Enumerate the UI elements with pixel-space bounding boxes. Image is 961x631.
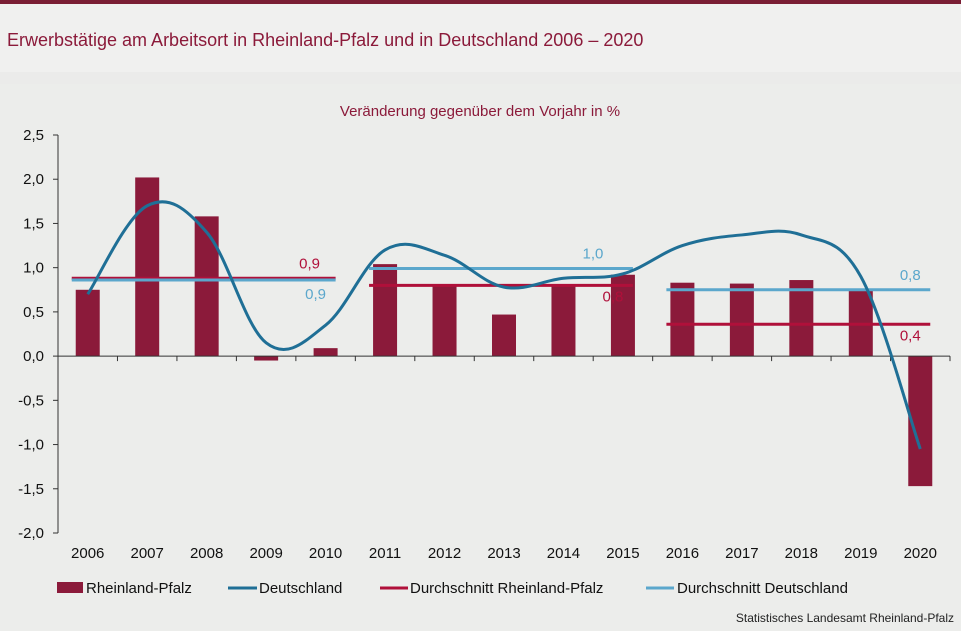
bar-2011 xyxy=(373,264,398,357)
x-tick-label-2018: 2018 xyxy=(785,545,818,562)
y-tick-label: 1,5 xyxy=(23,215,44,232)
x-tick-label-2014: 2014 xyxy=(547,545,580,562)
y-tick-label: 1,0 xyxy=(23,260,44,277)
x-tick-label-2007: 2007 xyxy=(131,545,164,562)
x-tick-label-2006: 2006 xyxy=(71,545,104,562)
x-tick-label-2009: 2009 xyxy=(249,545,282,562)
bar-2014 xyxy=(551,285,576,357)
avg-label-de-2006: 0,9 xyxy=(305,286,326,303)
avg-label-rp-2011: 0,8 xyxy=(603,288,624,305)
avg-label-rp-2016: 0,4 xyxy=(900,327,921,344)
y-tick-label: 2,5 xyxy=(23,127,44,144)
x-tick-label-2020: 2020 xyxy=(904,545,937,562)
y-tick-label: -1,5 xyxy=(18,481,44,498)
y-tick-label: -0,5 xyxy=(18,392,44,409)
bar-2013 xyxy=(492,314,516,357)
bar-2016 xyxy=(670,282,695,357)
chart-title: Erwerbstätige am Arbeitsort in Rheinland… xyxy=(7,30,644,50)
bar-2018 xyxy=(789,280,814,357)
y-tick-label: 0,0 xyxy=(23,348,44,365)
chart-subtitle: Veränderung gegenüber dem Vorjahr in % xyxy=(340,103,620,120)
x-tick-label-2011: 2011 xyxy=(369,545,401,562)
x-tick-label-2013: 2013 xyxy=(487,545,520,562)
bar-2012 xyxy=(432,285,457,357)
legend-swatch-rheinland-pfalz xyxy=(57,582,83,593)
x-tick-label-2010: 2010 xyxy=(309,545,342,562)
avg-label-de-2011: 1,0 xyxy=(583,246,604,263)
bar-2010 xyxy=(313,348,338,357)
legend-label-rheinland-pfalz: Rheinland-Pfalz xyxy=(86,580,192,597)
legend-label-avg-rp: Durchschnitt Rheinland-Pfalz xyxy=(410,580,603,597)
bar-2006 xyxy=(75,289,100,357)
legend-label-deutschland: Deutschland xyxy=(259,580,342,597)
x-tick-label-2015: 2015 xyxy=(606,545,639,562)
avg-label-rp-2006: 0,9 xyxy=(299,255,320,272)
x-tick-label-2017: 2017 xyxy=(725,545,758,562)
bar-2008 xyxy=(194,216,219,357)
bar-2015 xyxy=(610,274,635,357)
legend-label-avg-de: Durchschnitt Deutschland xyxy=(677,580,848,597)
y-tick-label: -1,0 xyxy=(18,437,44,454)
x-tick-label-2019: 2019 xyxy=(844,545,877,562)
top-accent-bar xyxy=(0,0,961,4)
x-tick-label-2016: 2016 xyxy=(666,545,699,562)
x-tick-label-2008: 2008 xyxy=(190,545,223,562)
bar-2009 xyxy=(254,356,279,361)
y-tick-label: 0,5 xyxy=(23,304,44,321)
y-tick-label: -2,0 xyxy=(18,525,44,542)
header: Erwerbstätige am Arbeitsort in Rheinland… xyxy=(0,4,961,72)
chart-area xyxy=(0,84,961,631)
x-tick-label-2012: 2012 xyxy=(428,545,461,562)
avg-label-de-2016: 0,8 xyxy=(900,267,921,284)
y-tick-label: 2,0 xyxy=(23,171,44,188)
source-note: Statistisches Landesamt Rheinland-Pfalz xyxy=(735,611,954,625)
bar-2017 xyxy=(729,283,754,357)
